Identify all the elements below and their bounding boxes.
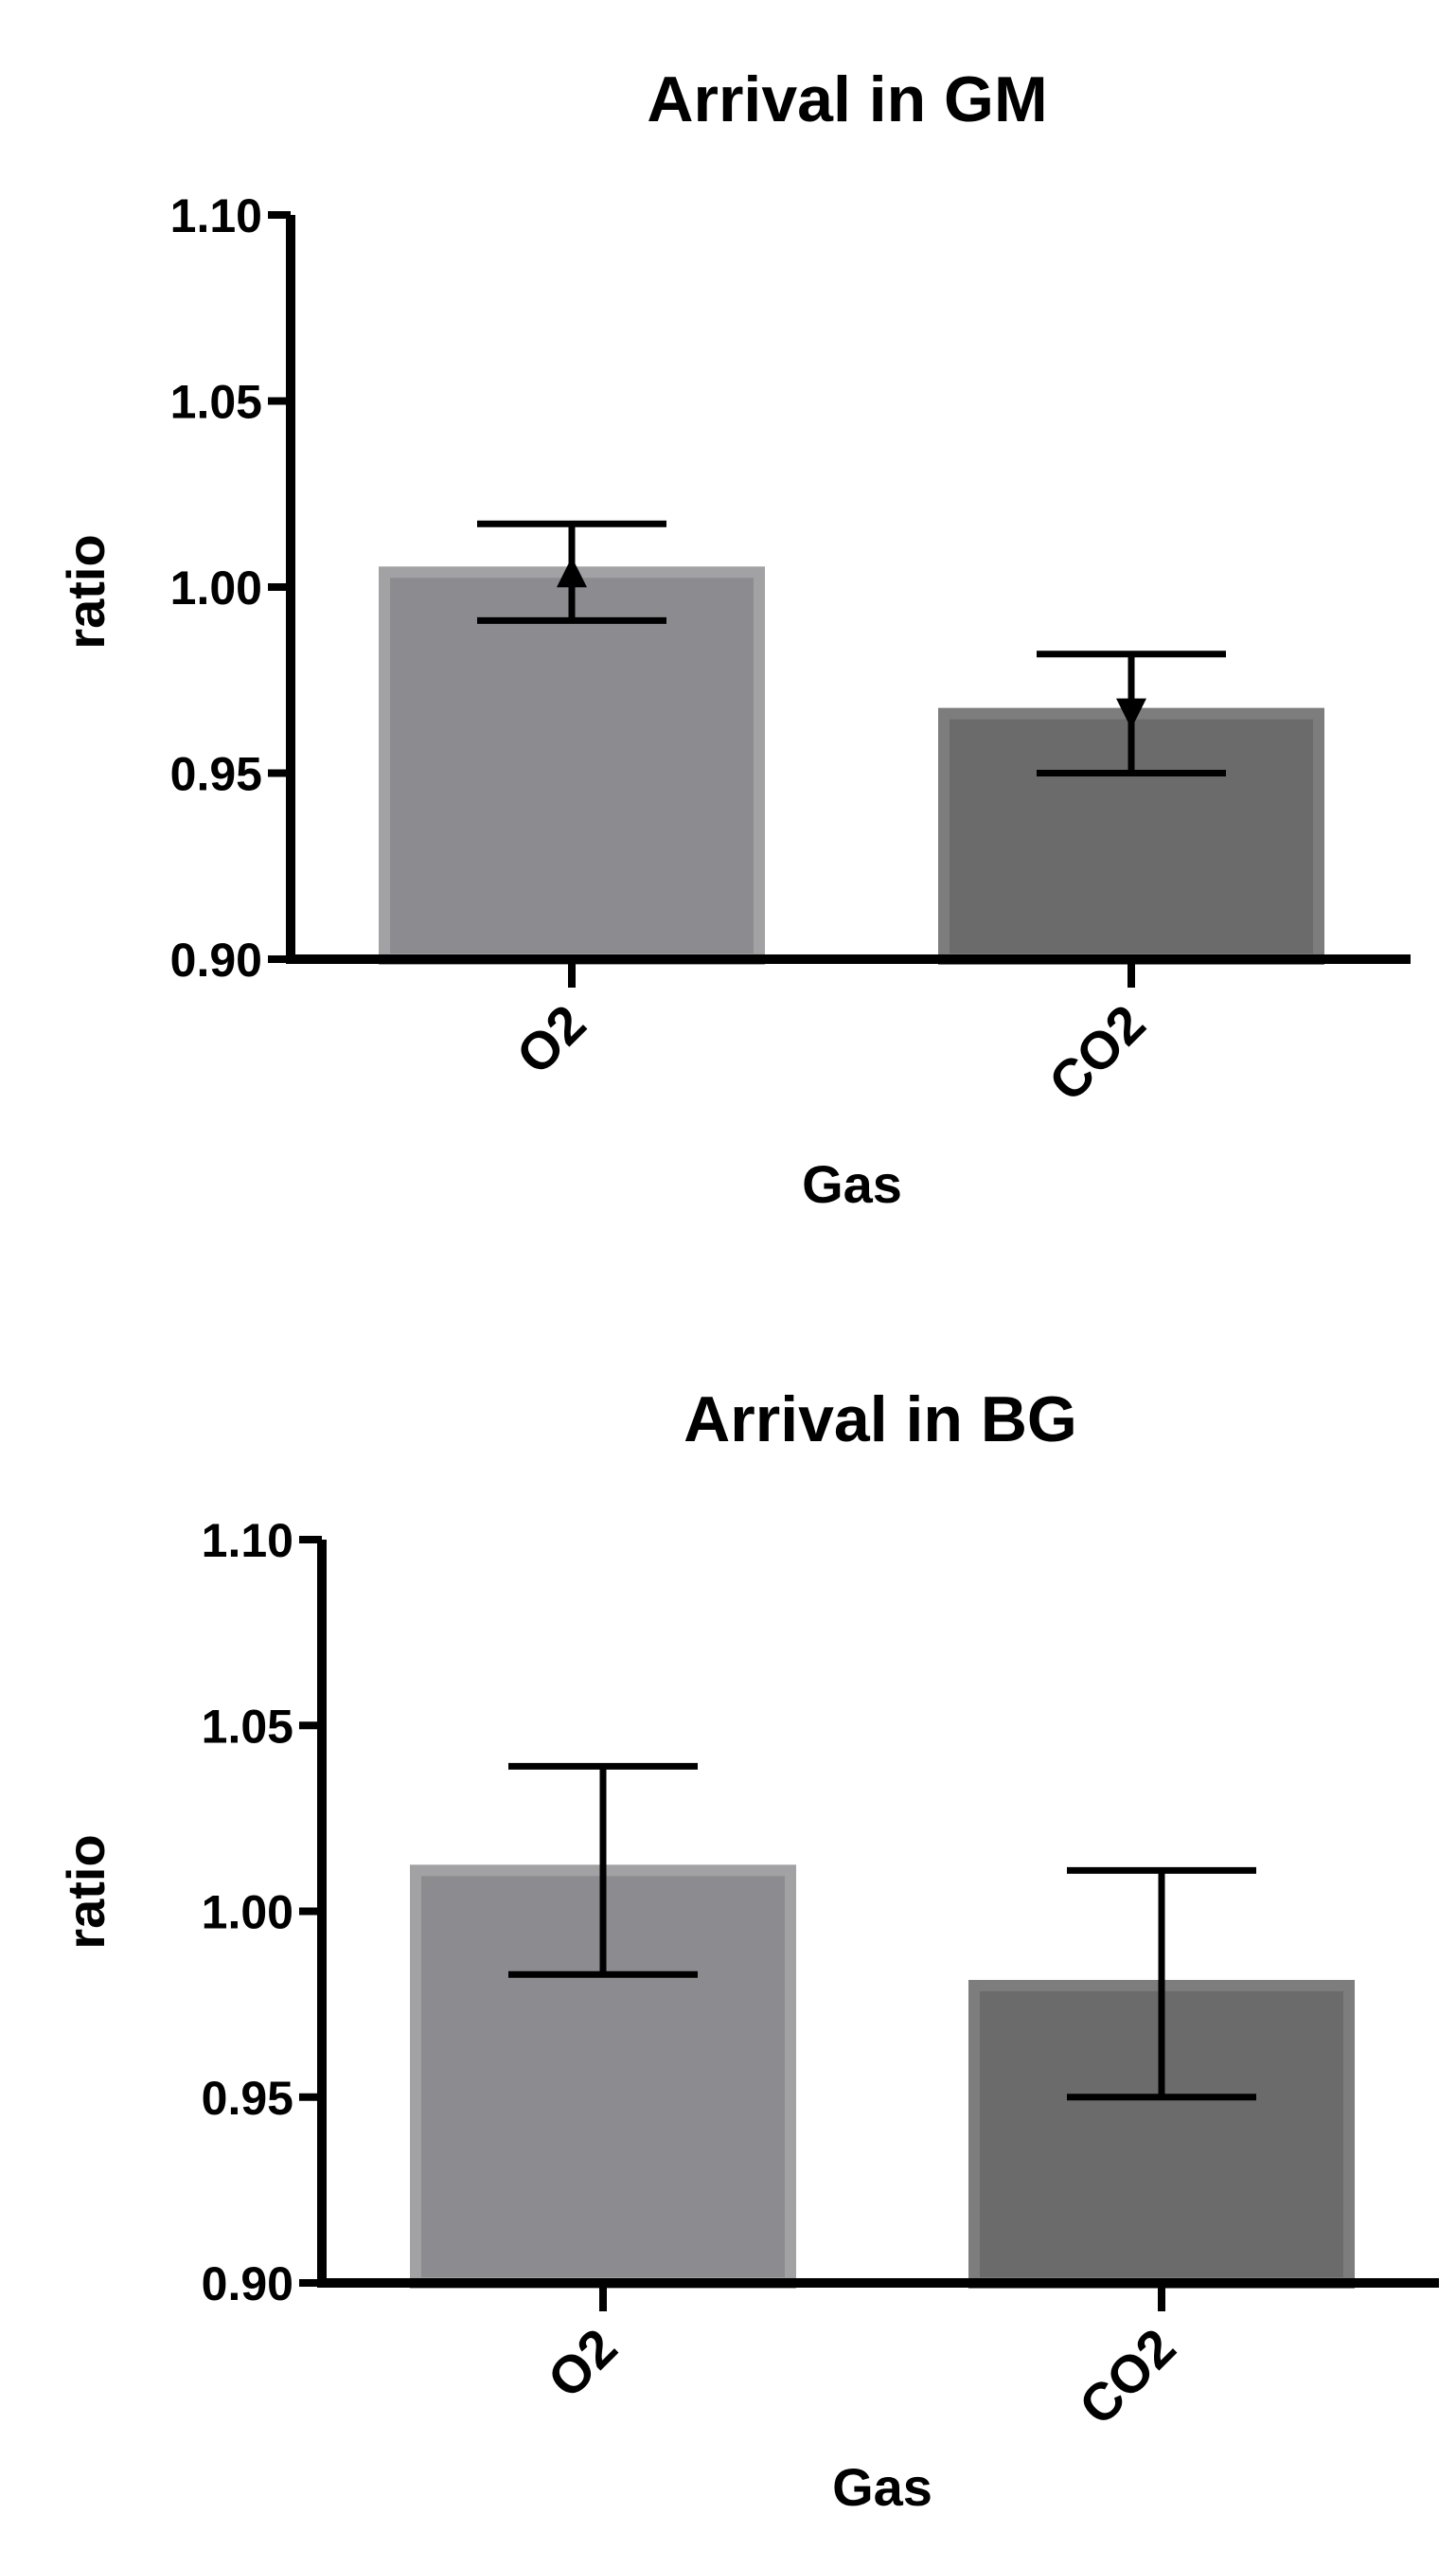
bar-o2: [379, 566, 765, 966]
y-tick-label: 1.00: [170, 561, 262, 615]
x-category-label: O2: [536, 2317, 628, 2409]
mean-marker-o2: [557, 557, 587, 588]
y-tick-label: 1.00: [202, 1886, 293, 1939]
y-tick-label: 1.05: [170, 376, 262, 429]
chart-panel-arrival-gm: Arrival in GM 0.90 0.95 1.00 1.05 1.10 O2 CO2 ra…: [0, 0, 1456, 1274]
y-tick-label: 1.10: [170, 189, 262, 242]
mean-marker-co2: [1116, 698, 1146, 729]
x-category-label: CO2: [1068, 2317, 1187, 2436]
x-category-label: O2: [505, 993, 596, 1085]
y-tick-label: 0.95: [202, 2072, 293, 2125]
x-category-label: CO2: [1038, 993, 1157, 1113]
y-tick-label: 1.05: [202, 1700, 293, 1753]
bar-chart-arrival-bg: Arrival in BG 0.90 0.95 1.00 1.05 1.10 O2 CO2 ra…: [56, 1383, 1439, 2517]
x-axis-title: Gas: [832, 2457, 932, 2517]
chart-title: Arrival in GM: [647, 63, 1047, 135]
y-axis-title: ratio: [56, 1834, 115, 1949]
error-bar-co2: [1067, 1866, 1256, 2101]
error-bar-o2: [508, 1762, 698, 1978]
x-axis-title: Gas: [802, 1154, 902, 1214]
chart-panel-arrival-bg: Arrival in BG 0.90 0.95 1.00 1.05 1.10 O2 CO2 ra…: [0, 1274, 1456, 2549]
bar-chart-arrival-gm: Arrival in GM 0.90 0.95 1.00 1.05 1.10 O2 CO2 ra…: [56, 63, 1411, 1214]
chart-title: Arrival in BG: [684, 1383, 1077, 1455]
y-tick-label: 0.95: [170, 748, 262, 801]
y-tick-label: 0.90: [170, 934, 262, 987]
y-tick-label: 0.90: [202, 2257, 293, 2310]
y-axis-title: ratio: [56, 534, 115, 649]
bar-o2: [410, 1864, 796, 2289]
y-tick-label: 1.10: [202, 1514, 293, 1567]
